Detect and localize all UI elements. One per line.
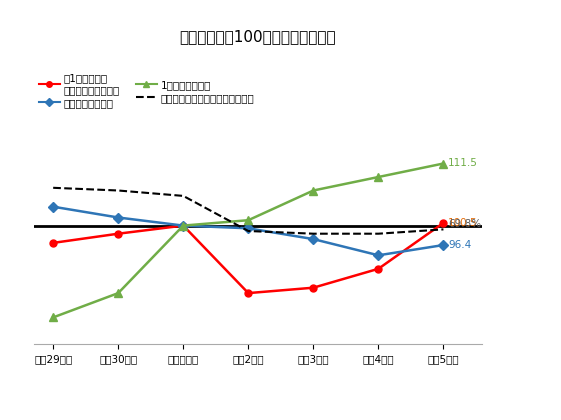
Title: 令和元年度＝100とした場合の推移: 令和元年度＝100とした場合の推移 [180, 29, 337, 44]
Text: 111.5: 111.5 [448, 158, 478, 168]
Text: 96.4: 96.4 [448, 240, 471, 250]
Text: 100.5: 100.5 [448, 218, 477, 228]
Text: 69.8%: 69.8% [448, 219, 481, 229]
Legend: －1施設当たり
　推計新規入院件数, 推計平均在院日数, 1日当たり医療費, （参考）一般病床利用率（右軸）: －1施設当たり 推計新規入院件数, 推計平均在院日数, 1日当たり医療費, （参… [39, 73, 255, 108]
